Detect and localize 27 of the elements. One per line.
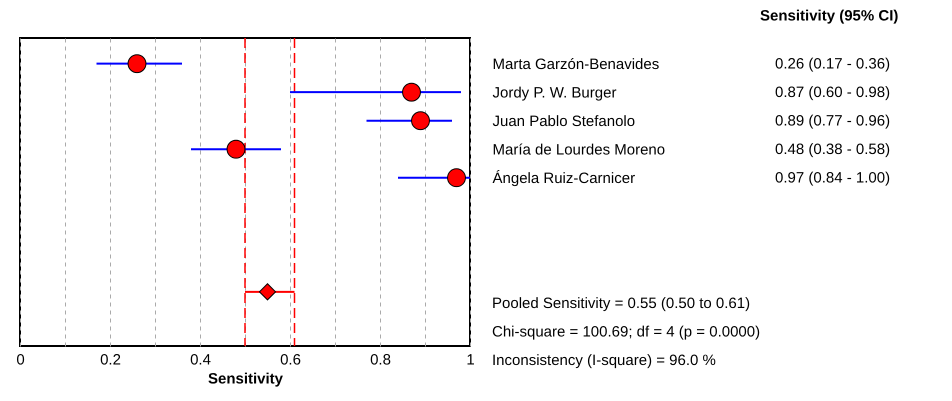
point: [128, 54, 146, 74]
data-label: 0.48 (0.38 - 0.58): [775, 141, 890, 158]
x-tick-label: 0.6: [280, 352, 301, 368]
data-label: 0.87 (0.60 - 0.98): [775, 84, 890, 102]
data-label: 0.97 (0.84 - 1.00): [775, 170, 890, 187]
point: [258, 283, 276, 300]
y-tick-label: María de Lourdes Moreno: [492, 142, 666, 159]
point: [447, 168, 466, 188]
x-axis-title: Sensitivity: [208, 370, 284, 388]
text: Sensitivity (95% CI): [760, 7, 898, 24]
y-tick-label: Marta Garzón-Benavides: [492, 56, 660, 74]
x-tick-label: 0.2: [100, 352, 121, 368]
text: Pooled Sensitivity = 0.55 (0.50 to 0.61): [492, 295, 750, 312]
text: Chi-square = 100.69; df = 4 (p = 0.0000): [492, 324, 760, 340]
data-label: 0.89 (0.77 - 0.96): [775, 112, 890, 130]
point: [411, 111, 430, 130]
x-tick-label: 0.8: [370, 352, 391, 368]
data-label: 0.26 (0.17 - 0.36): [775, 56, 890, 73]
y-tick-label: Jordy P. W. Burger: [492, 84, 616, 102]
x-tick-label: 1: [466, 352, 475, 368]
text: Inconsistency (I-square) = 96.0 %: [492, 352, 716, 369]
y-tick-label: Ángela Ruiz-Carnicer: [492, 169, 636, 188]
point: [402, 82, 421, 102]
point: [226, 140, 246, 159]
x-tick-label: 0: [16, 352, 25, 368]
x-tick-label: 0.4: [190, 352, 211, 368]
y-tick-label: Juan Pablo Stefanolo: [492, 113, 636, 130]
